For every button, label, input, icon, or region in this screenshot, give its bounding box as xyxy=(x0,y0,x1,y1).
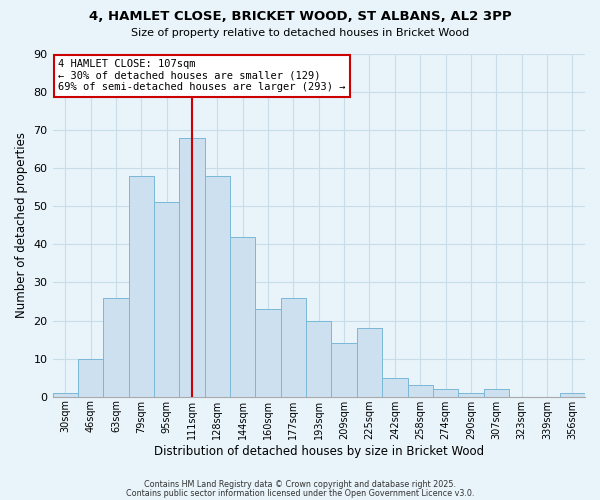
Bar xyxy=(407,385,433,396)
X-axis label: Distribution of detached houses by size in Bricket Wood: Distribution of detached houses by size … xyxy=(154,444,484,458)
Text: 4, HAMLET CLOSE, BRICKET WOOD, ST ALBANS, AL2 3PP: 4, HAMLET CLOSE, BRICKET WOOD, ST ALBANS… xyxy=(89,10,511,23)
Bar xyxy=(53,393,78,396)
Bar xyxy=(256,309,281,396)
Bar xyxy=(281,298,306,396)
Bar xyxy=(128,176,154,396)
Bar xyxy=(230,237,256,396)
Text: Contains public sector information licensed under the Open Government Licence v3: Contains public sector information licen… xyxy=(126,488,474,498)
Y-axis label: Number of detached properties: Number of detached properties xyxy=(15,132,28,318)
Bar xyxy=(78,358,103,397)
Bar xyxy=(306,320,331,396)
Bar xyxy=(433,389,458,396)
Bar xyxy=(560,393,585,396)
Bar xyxy=(103,298,128,396)
Bar xyxy=(205,176,230,396)
Bar xyxy=(357,328,382,396)
Text: 4 HAMLET CLOSE: 107sqm
← 30% of detached houses are smaller (129)
69% of semi-de: 4 HAMLET CLOSE: 107sqm ← 30% of detached… xyxy=(58,59,346,92)
Bar xyxy=(382,378,407,396)
Text: Contains HM Land Registry data © Crown copyright and database right 2025.: Contains HM Land Registry data © Crown c… xyxy=(144,480,456,489)
Bar xyxy=(179,138,205,396)
Bar xyxy=(484,389,509,396)
Bar xyxy=(331,344,357,396)
Text: Size of property relative to detached houses in Bricket Wood: Size of property relative to detached ho… xyxy=(131,28,469,38)
Bar xyxy=(154,202,179,396)
Bar xyxy=(458,393,484,396)
